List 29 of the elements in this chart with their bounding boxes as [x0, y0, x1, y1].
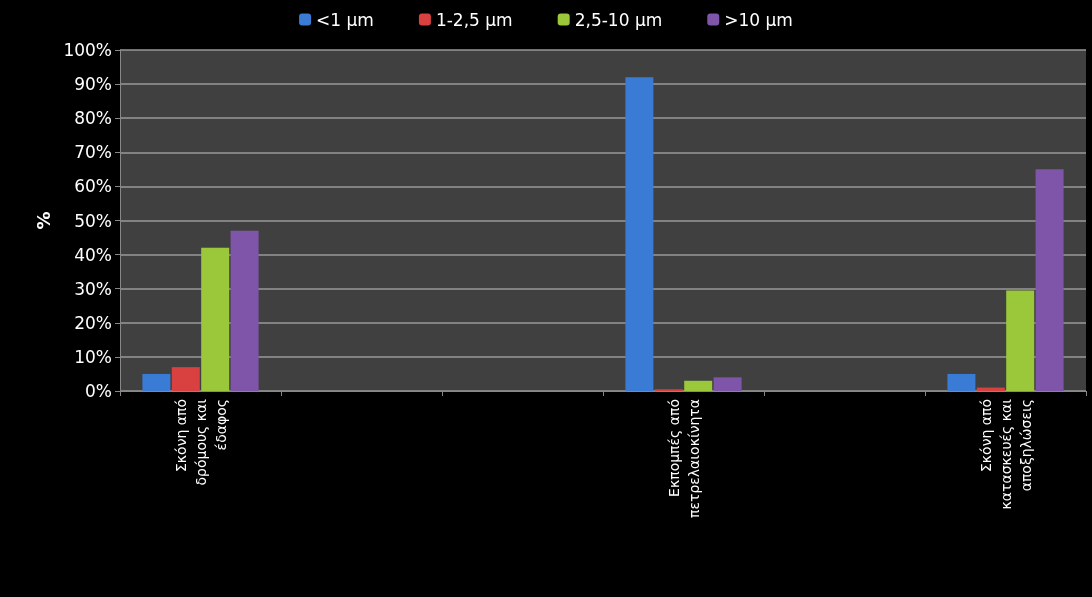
bar — [684, 380, 713, 391]
x-tick-label: Σκόνη από κατασκευές και αποξηλώσεις — [977, 398, 1034, 510]
bar — [625, 77, 654, 391]
legend-label: <1 μm — [316, 9, 374, 30]
y-tick-label: 80% — [74, 108, 112, 129]
y-tick-label: 90% — [74, 74, 112, 95]
bar — [1035, 169, 1064, 391]
y-tick-label: 0% — [85, 381, 112, 401]
y-tick-label: 70% — [74, 142, 112, 163]
y-tick-label: 40% — [74, 244, 112, 265]
bar — [230, 230, 259, 391]
y-tick-label: 50% — [74, 210, 112, 231]
bar — [947, 373, 976, 391]
bar — [142, 373, 171, 391]
y-tick-label: 30% — [74, 278, 112, 299]
bar — [713, 377, 742, 391]
bar — [201, 247, 230, 391]
y-tick-label: 100% — [63, 40, 112, 60]
bar — [171, 367, 200, 391]
legend-label: 2,5-10 μm — [574, 9, 663, 30]
y-axis-title: % — [32, 211, 54, 230]
y-tick-label: 20% — [74, 312, 112, 333]
y-tick-label: 10% — [74, 346, 112, 367]
legend-label: >10 μm — [724, 9, 793, 30]
y-tick-label: 60% — [74, 176, 112, 197]
x-tick-label: Εκπομπές από πετρελαιοκίνητα — [665, 399, 702, 519]
bar — [1006, 290, 1035, 391]
legend-label: 1-2,5 μm — [435, 9, 513, 30]
x-tick-label: Σκόνη από δρόμους και έδαφος — [172, 398, 229, 486]
